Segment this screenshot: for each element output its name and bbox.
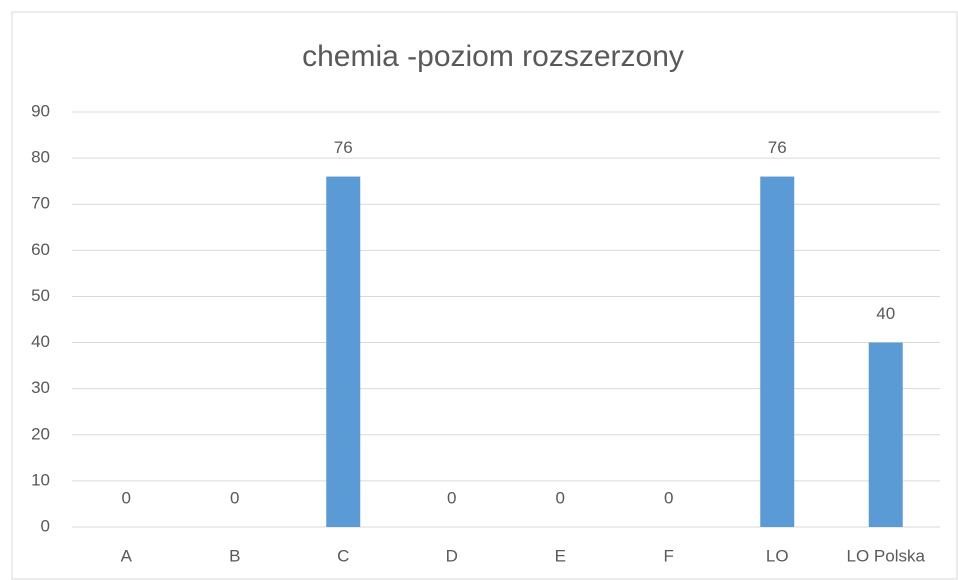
bar [868, 342, 903, 527]
data-label: 0 [447, 488, 456, 507]
x-tick-label: D [446, 546, 458, 565]
x-tick-label: F [664, 546, 674, 565]
data-label: 76 [334, 138, 353, 157]
x-tick-label: C [337, 546, 349, 565]
x-tick-label: LO Polska [847, 546, 926, 565]
chart-title: chemia -poziom rozszerzony [302, 40, 684, 73]
data-label: 0 [230, 488, 239, 507]
y-tick-label: 20 [31, 424, 50, 443]
y-tick-label: 30 [31, 378, 50, 397]
y-tick-label: 40 [31, 332, 50, 351]
y-tick-label: 0 [41, 516, 50, 535]
x-tick-label: E [555, 546, 566, 565]
data-label: 40 [876, 304, 895, 323]
x-tick-label: B [229, 546, 240, 565]
y-tick-label: 80 [31, 148, 50, 167]
data-label: 76 [768, 138, 787, 157]
y-tick-label: 60 [31, 240, 50, 259]
data-label: 0 [664, 488, 673, 507]
y-tick-label: 70 [31, 194, 50, 213]
x-tick-label: LO [766, 546, 789, 565]
y-tick-label: 90 [31, 101, 50, 120]
bar [326, 176, 361, 528]
x-tick-label: A [121, 546, 133, 565]
data-label: 0 [122, 488, 131, 507]
bar [760, 176, 795, 528]
y-tick-label: 10 [31, 470, 50, 489]
chart-border [11, 11, 958, 580]
data-label: 0 [556, 488, 565, 507]
y-tick-label: 50 [31, 286, 50, 305]
